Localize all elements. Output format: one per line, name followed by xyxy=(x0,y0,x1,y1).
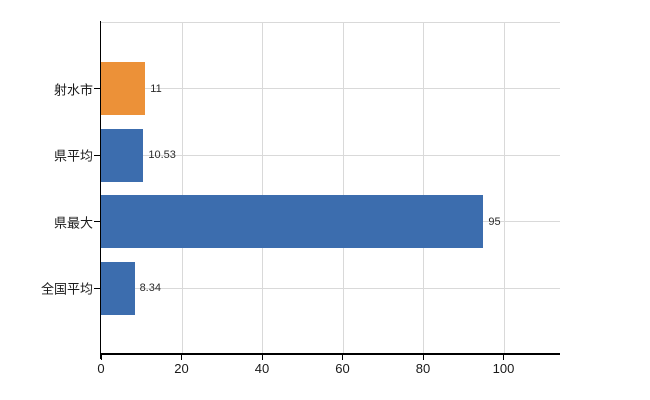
category-label-全国平均: 全国平均 xyxy=(40,281,93,297)
gridline-vertical-60 xyxy=(342,22,344,354)
plot-area: 11 10.53 95 8.34 xyxy=(101,22,560,354)
value-label: 11 xyxy=(150,82,162,95)
y-axis-tick xyxy=(94,287,100,289)
y-axis-tick xyxy=(94,88,100,89)
gridline-horizontal-row xyxy=(101,88,560,89)
category-label-射水市: 射水市 xyxy=(53,82,93,97)
value-label: 10.53 xyxy=(148,149,176,161)
x-axis-tick-80 xyxy=(422,354,424,360)
bar-射水市[interactable] xyxy=(101,62,146,115)
bar-県最大[interactable] xyxy=(101,195,484,248)
category-label-県平均: 県平均 xyxy=(53,148,93,164)
y-axis-tick xyxy=(94,221,100,222)
gridline-horizontal-row xyxy=(101,287,560,289)
category-label-県最大: 県最大 xyxy=(53,215,93,230)
y-axis-tick xyxy=(94,154,100,156)
gridline-vertical-100 xyxy=(503,22,505,354)
gridline-horizontal-row xyxy=(101,154,560,156)
x-axis-tick-label-60: 60 xyxy=(335,361,350,376)
value-label: 95 xyxy=(488,215,501,228)
x-axis-tick-label-0: 0 xyxy=(97,361,105,376)
gridline-vertical-20 xyxy=(181,22,183,354)
x-axis-tick-40 xyxy=(261,354,263,360)
x-axis-tick-label-20: 20 xyxy=(174,361,189,376)
bar-県平均[interactable] xyxy=(101,128,144,182)
x-axis-tick-100 xyxy=(503,354,504,360)
value-label: 8.34 xyxy=(139,282,161,294)
gridline-vertical-80 xyxy=(423,22,424,354)
x-axis-tick-label-40: 40 xyxy=(254,361,270,376)
x-axis-tick-0 xyxy=(100,354,102,360)
gridline-horizontal-top xyxy=(101,22,560,23)
bar-全国平均[interactable] xyxy=(101,261,135,315)
x-axis-tick-60 xyxy=(342,354,343,360)
x-axis-tick-20 xyxy=(181,354,182,360)
x-axis-tick-label-100: 100 xyxy=(492,361,515,376)
gridline-vertical-40 xyxy=(262,22,263,354)
y-axis-line xyxy=(99,21,101,359)
x-axis-tick-label-80: 80 xyxy=(415,361,431,376)
x-axis-line xyxy=(99,353,560,355)
